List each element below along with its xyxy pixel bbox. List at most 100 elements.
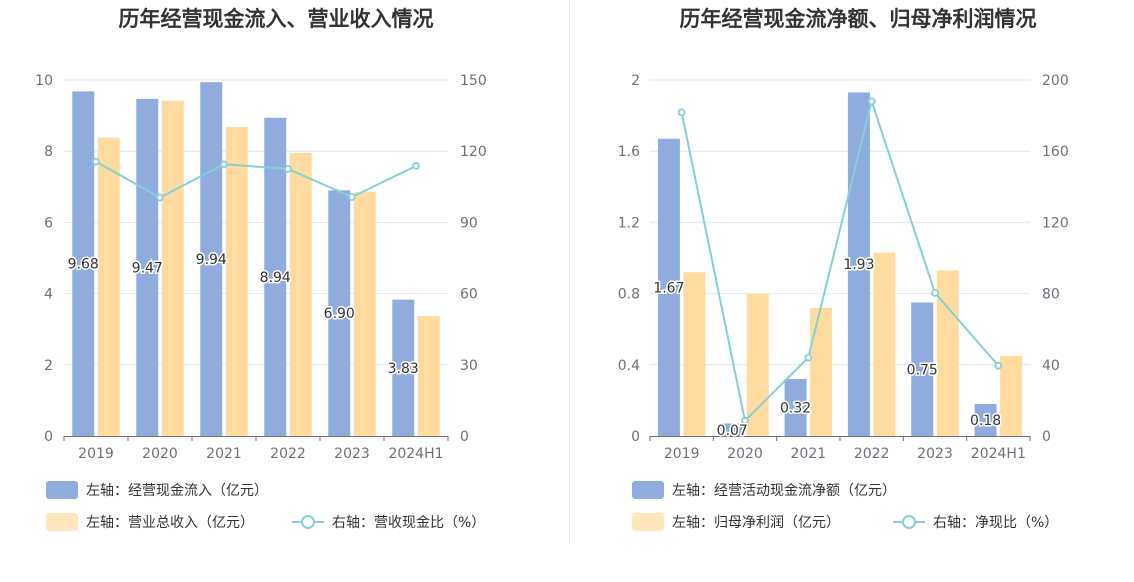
bar-series-2 (810, 307, 833, 436)
bar-series-2 (161, 100, 184, 436)
bar-data-label: 9.94 (196, 252, 227, 268)
legend-label-series-3: 右轴：净现比（%） (933, 515, 1058, 531)
bar-series-2 (97, 137, 120, 436)
bar-data-label: 9.68 (68, 257, 99, 273)
bar-series-1 (328, 190, 351, 436)
legend-swatch-series-2 (632, 513, 664, 531)
ratio-line-point (741, 416, 749, 425)
x-axis-tick-label: 2019 (664, 446, 700, 462)
bar-series-2 (683, 272, 706, 436)
left-axis-tick: 6 (44, 215, 53, 231)
ratio-line-point (412, 162, 420, 170)
bar-series-1 (264, 117, 287, 437)
x-axis-tick-label: 2021 (791, 446, 827, 462)
ratio-line-point (994, 361, 1003, 370)
bar-series-2 (746, 293, 769, 436)
legend-label-series-2: 左轴：归母净利润（亿元） (672, 514, 840, 531)
legend-label-series-1: 左轴：经营现金流入（亿元） (86, 483, 268, 499)
legend-circle-icon (902, 515, 916, 529)
bar-data-label: 0.32 (780, 401, 811, 417)
legend-circle-icon (301, 515, 315, 529)
right-axis-tick: 150 (460, 73, 487, 89)
legend-label-series-3: 右轴：营收现金比（%） (332, 515, 485, 531)
x-axis-tick-label: 2024H1 (971, 446, 1026, 462)
legend-swatch-series-1 (46, 481, 78, 499)
chart-1-title: 历年经营现金流入、营业收入情况 (119, 7, 434, 31)
left-axis-tick: 10 (35, 73, 53, 89)
left-axis-tick: 4 (44, 287, 53, 303)
bar-series-1 (721, 423, 744, 436)
left-axis-tick: 2 (44, 358, 53, 374)
bar-series-1 (392, 299, 415, 436)
bar-series-2 (873, 252, 896, 436)
left-axis-tick: 0 (631, 429, 640, 445)
ratio-line-point (156, 193, 164, 202)
left-axis-tick: 1.2 (618, 215, 640, 231)
right-axis-tick: 90 (460, 215, 478, 231)
ratio-line-point (92, 157, 100, 166)
bar-series-1 (911, 302, 934, 436)
ratio-line-point (348, 193, 356, 201)
right-axis-tick: 120 (460, 144, 487, 160)
right-axis-tick: 160 (1042, 144, 1069, 160)
bar-series-2 (936, 270, 959, 436)
right-axis-tick: 200 (1042, 73, 1069, 89)
bar-data-label: 1.67 (653, 280, 684, 296)
x-axis-tick-label: 2022 (270, 446, 306, 462)
ratio-line (680, 97, 1000, 423)
left-axis-tick: 0 (44, 429, 53, 445)
right-axis-tick: 0 (1042, 429, 1051, 445)
bar-series-1 (657, 138, 680, 437)
ratio-line-point (220, 160, 228, 169)
left-axis-tick: 2 (631, 73, 640, 89)
bar-data-label: 0.07 (717, 423, 748, 439)
right-axis-tick: 0 (460, 429, 469, 445)
bar-series-2 (225, 126, 248, 436)
x-axis-tick-label: 2019 (78, 446, 114, 462)
bar-series-1 (200, 82, 223, 437)
bar-series-2 (1000, 355, 1023, 436)
bar-series-2 (289, 152, 312, 437)
legend-swatch-series-2 (46, 513, 78, 531)
x-axis-tick-label: 2020 (727, 446, 763, 462)
bar-data-label: 3.83 (388, 361, 419, 377)
left-axis-tick: 0.4 (618, 358, 640, 374)
ratio-line (95, 160, 417, 199)
bar-series-1 (72, 91, 95, 436)
bar-series-1 (784, 379, 807, 436)
bar-data-label: 6.90 (324, 306, 355, 322)
bar-data-label: 1.93 (843, 257, 874, 273)
right-axis-tick: 40 (1042, 358, 1060, 374)
bar-series-2 (417, 316, 440, 436)
x-axis-tick-label: 2023 (334, 446, 370, 462)
right-axis-tick: 120 (1042, 215, 1069, 231)
ratio-line-point (804, 353, 813, 362)
chart-2-title: 历年经营现金流净额、归母净利润情况 (680, 7, 1037, 31)
left-axis-tick: 0.8 (618, 287, 640, 303)
right-axis-tick: 30 (460, 358, 478, 374)
bar-data-label: 0.75 (907, 362, 938, 378)
right-axis-tick: 60 (460, 287, 478, 303)
x-axis-tick-label: 2023 (917, 446, 953, 462)
x-axis-tick-label: 2024H1 (388, 446, 443, 462)
legend-label-series-2: 左轴：营业总收入（亿元） (86, 515, 254, 531)
left-axis-tick: 8 (44, 144, 53, 160)
x-axis-tick-label: 2021 (206, 446, 242, 462)
x-axis-tick-label: 2022 (854, 446, 890, 462)
ratio-line-point (284, 165, 292, 173)
left-axis-tick: 1.6 (618, 144, 640, 160)
bar-data-label: 9.47 (132, 260, 163, 276)
ratio-line-point (677, 108, 686, 117)
x-axis-tick-label: 2020 (142, 446, 178, 462)
bar-data-label: 8.94 (260, 270, 291, 286)
bar-series-2 (353, 192, 376, 436)
right-axis-tick: 80 (1042, 287, 1060, 303)
ratio-line-point (931, 288, 939, 297)
ratio-line-point (867, 97, 876, 106)
bar-series-1 (136, 98, 159, 437)
bar-series-1 (974, 403, 997, 436)
legend-label-series-1: 左轴：经营活动现金流净额（亿元） (672, 483, 896, 499)
legend-swatch-series-1 (632, 481, 664, 499)
